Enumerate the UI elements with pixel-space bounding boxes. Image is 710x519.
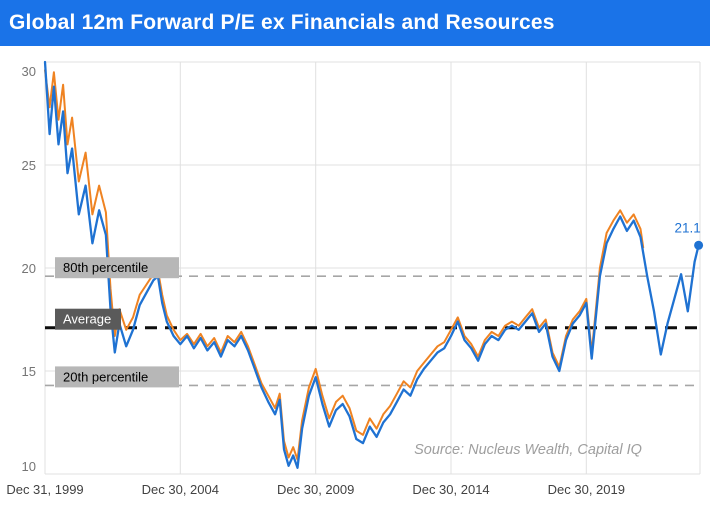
y-tick-label: 20 [22, 261, 36, 276]
x-tick-label: Dec 30, 2014 [412, 482, 489, 497]
y-tick-label: 15 [22, 364, 36, 379]
series-blue [43, 60, 700, 469]
series-orange [44, 69, 645, 461]
source-text: Source: Nucleus Wealth, Capital IQ [414, 442, 642, 458]
chart-title: Global 12m Forward P/E ex Financials and… [9, 11, 555, 34]
y-tick-label: 10 [22, 459, 36, 474]
chart-title-bar: Global 12m Forward P/E ex Financials and… [0, 0, 710, 46]
x-tick-label: Dec 30, 2004 [142, 482, 219, 497]
reference-label-box-20th-percentile [55, 366, 179, 388]
latest-value-label: 21.1 [674, 220, 700, 235]
x-tick-label: Dec 31, 1999 [6, 482, 83, 497]
reference-label-average: Average [63, 312, 111, 327]
x-tick-label: Dec 30, 2009 [277, 482, 354, 497]
reference-label-box-80th-percentile [55, 257, 179, 279]
reference-label-80th-percentile: 80th percentile [63, 260, 148, 275]
reference-label-box-average [55, 308, 121, 330]
pe-line-chart: 80th percentile Average 20th percentile 10 1… [6, 60, 704, 497]
reference-label-20th-percentile: 20th percentile [63, 369, 148, 384]
x-tick-label: Dec 30, 2019 [548, 482, 625, 497]
y-tick-label: 25 [22, 158, 36, 173]
latest-value-dot [694, 240, 704, 250]
y-tick-label: 30 [22, 64, 36, 79]
